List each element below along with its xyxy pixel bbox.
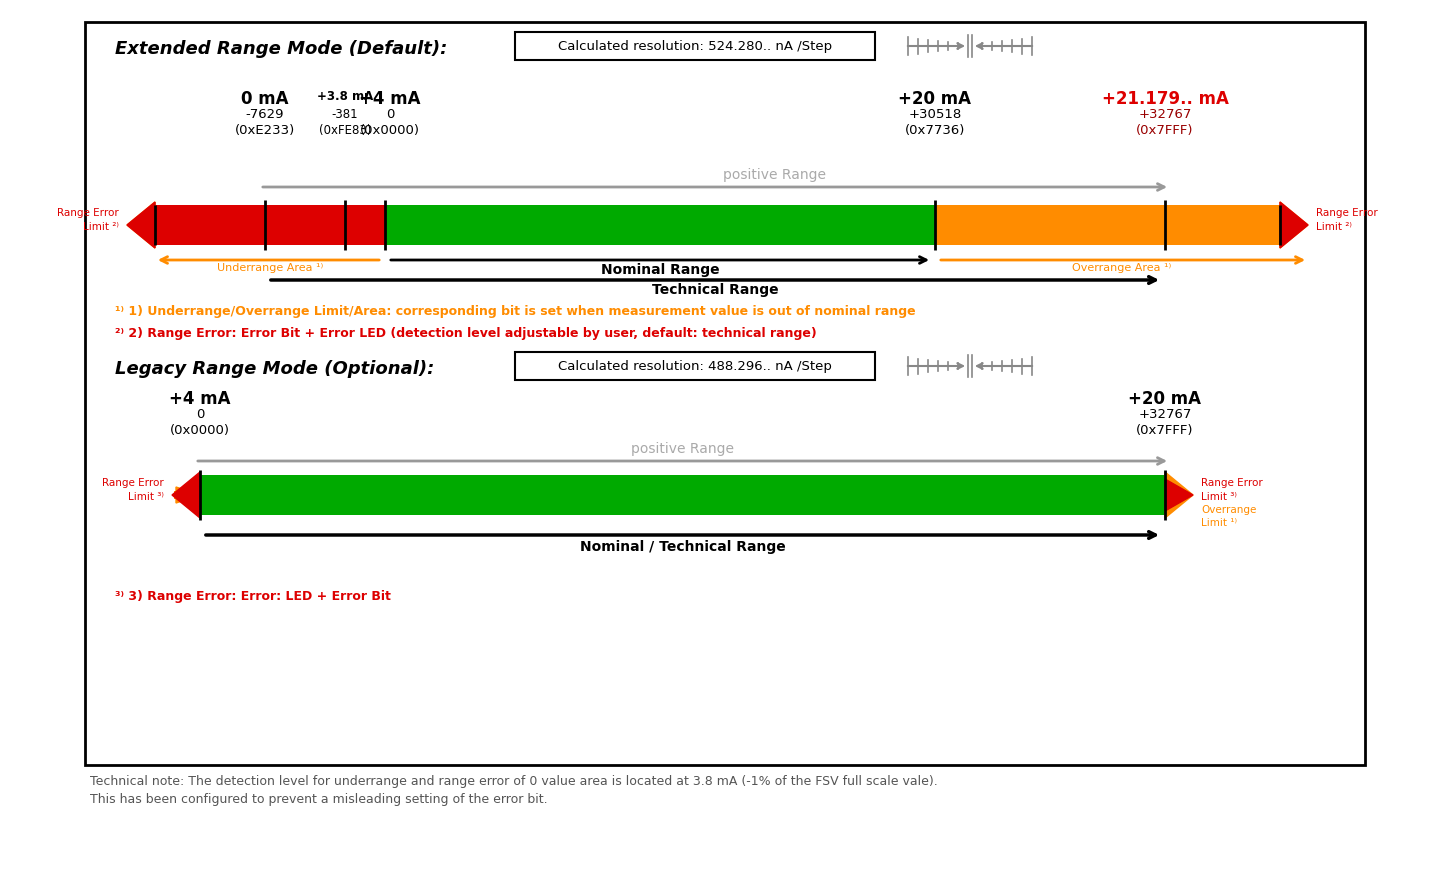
- Text: (0x7FFF): (0x7FFF): [1137, 424, 1193, 437]
- Text: positive Range: positive Range: [631, 442, 734, 456]
- Text: Technical note: The detection level for underrange and range error of 0 value ar: Technical note: The detection level for …: [90, 775, 938, 788]
- Polygon shape: [173, 472, 200, 518]
- Text: +4 mA: +4 mA: [170, 390, 231, 408]
- Text: (0x7736): (0x7736): [905, 124, 966, 137]
- Text: (0xE233): (0xE233): [235, 124, 296, 137]
- Text: Overrange Area ¹⁾: Overrange Area ¹⁾: [1072, 263, 1172, 273]
- Text: +4 mA: +4 mA: [360, 90, 420, 108]
- Text: Range Error
Limit ³⁾: Range Error Limit ³⁾: [103, 479, 164, 502]
- Text: ²⁾ 2) Range Error: Error Bit + Error LED (detection level adjustable by user, de: ²⁾ 2) Range Error: Error Bit + Error LED…: [115, 327, 816, 340]
- Bar: [155, 205, 1280, 245]
- Text: (0x0000): (0x0000): [170, 424, 231, 437]
- Polygon shape: [128, 202, 155, 248]
- Text: Extended Range Mode (Default):: Extended Range Mode (Default):: [115, 40, 448, 58]
- Text: (0x7FFF): (0x7FFF): [1137, 124, 1193, 137]
- Text: +32767: +32767: [1138, 108, 1192, 121]
- Text: Technical Range: Technical Range: [651, 283, 779, 297]
- Text: +3.8 mA: +3.8 mA: [318, 90, 373, 103]
- Text: -381: -381: [332, 108, 358, 121]
- Bar: [86, 22, 1364, 765]
- Polygon shape: [1280, 202, 1308, 248]
- Bar: [174, 491, 200, 499]
- Polygon shape: [1164, 479, 1193, 511]
- Text: (0xFE83): (0xFE83): [319, 124, 371, 137]
- Text: +30518: +30518: [908, 108, 961, 121]
- Bar: [386, 205, 935, 245]
- Bar: [155, 205, 386, 245]
- Polygon shape: [128, 202, 155, 248]
- Text: Overrange
Limit ¹⁾: Overrange Limit ¹⁾: [1201, 505, 1256, 528]
- Text: +32767: +32767: [1138, 408, 1192, 421]
- Text: +20 mA: +20 mA: [1128, 390, 1202, 408]
- Polygon shape: [1280, 202, 1308, 248]
- Polygon shape: [1164, 472, 1193, 518]
- Text: +20 mA: +20 mA: [899, 90, 972, 108]
- Text: 0: 0: [196, 408, 204, 421]
- Text: Nominal Range: Nominal Range: [600, 263, 719, 277]
- Text: positive Range: positive Range: [724, 168, 826, 182]
- Text: ¹⁾ 1) Underrange/Overrange Limit/Area: corresponding bit is set when measurement: ¹⁾ 1) Underrange/Overrange Limit/Area: c…: [115, 305, 915, 318]
- Text: Range Error
Limit ²⁾: Range Error Limit ²⁾: [57, 209, 119, 231]
- Bar: [515, 352, 874, 380]
- Polygon shape: [175, 487, 200, 503]
- Bar: [200, 475, 1164, 515]
- Text: Calculated resolution: 524.280.. nA /Step: Calculated resolution: 524.280.. nA /Ste…: [558, 40, 832, 53]
- Text: Legacy Range Mode (Optional):: Legacy Range Mode (Optional):: [115, 360, 435, 378]
- Text: ³⁾ 3) Range Error: Error: LED + Error Bit: ³⁾ 3) Range Error: Error: LED + Error Bi…: [115, 590, 392, 603]
- Text: -7629: -7629: [245, 108, 284, 121]
- Text: Range Error
Limit ²⁾: Range Error Limit ²⁾: [1317, 209, 1378, 231]
- Text: 0: 0: [386, 108, 394, 121]
- Text: +21.179.. mA: +21.179.. mA: [1102, 90, 1228, 108]
- Bar: [515, 32, 874, 60]
- Text: Calculated resolution: 488.296.. nA /Step: Calculated resolution: 488.296.. nA /Ste…: [558, 360, 832, 372]
- Text: 0 mA: 0 mA: [241, 90, 289, 108]
- Text: This has been configured to prevent a misleading setting of the error bit.: This has been configured to prevent a mi…: [90, 793, 548, 806]
- Text: (0x0000): (0x0000): [360, 124, 420, 137]
- Text: Range Error
Limit ³⁾: Range Error Limit ³⁾: [1201, 479, 1263, 502]
- Text: Underrange Area ¹⁾: Underrange Area ¹⁾: [218, 263, 323, 273]
- Text: Nominal / Technical Range: Nominal / Technical Range: [580, 540, 786, 554]
